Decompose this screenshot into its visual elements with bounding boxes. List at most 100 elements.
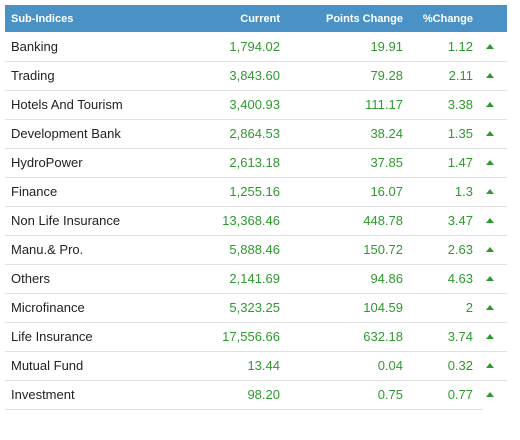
cell-current: 13,368.46 xyxy=(222,213,280,228)
table-row: Development Bank 2,864.53 38.24 1.35 xyxy=(5,119,507,148)
cell-sub-index-name: HydroPower xyxy=(11,155,83,170)
cell-sub-index-name: Hotels And Tourism xyxy=(11,97,123,112)
cell-pct-change: 4.63 xyxy=(447,271,473,286)
cell-points-change: 0.04 xyxy=(377,358,403,373)
cell-pct-change: 0.32 xyxy=(447,358,473,373)
table-row: HydroPower 2,613.18 37.85 1.47 xyxy=(5,148,507,177)
arrow-up-icon xyxy=(486,247,494,253)
cell-trend xyxy=(473,293,507,322)
cell-current: 2,613.18 xyxy=(229,155,280,170)
cell-trend xyxy=(473,148,507,177)
cell-sub-index-name: Others xyxy=(11,271,51,286)
cell-trend xyxy=(473,380,507,409)
sub-indices-table: Sub-Indices Current Points Change %Chang… xyxy=(5,5,507,409)
cell-pct-change: 0.77 xyxy=(447,387,473,403)
header-trend xyxy=(473,5,507,32)
arrow-up-icon xyxy=(486,276,494,282)
header-pct-change: %Change xyxy=(422,12,473,25)
cell-current: 13.44 xyxy=(247,358,280,373)
cell-points-change: 19.91 xyxy=(370,38,403,54)
cell-current: 2,141.69 xyxy=(229,271,280,286)
cell-current: 3,400.93 xyxy=(229,97,280,112)
cell-trend xyxy=(473,235,507,264)
cell-points-change: 38.24 xyxy=(370,126,403,141)
table-row: Non Life Insurance 13,368.46 448.78 3.47 xyxy=(5,206,507,235)
cell-current: 3,843.60 xyxy=(229,68,280,83)
arrow-up-icon xyxy=(486,305,494,311)
cell-trend xyxy=(473,264,507,293)
cell-trend xyxy=(473,322,507,351)
header-current: Current xyxy=(240,12,280,25)
cell-points-change: 150.72 xyxy=(363,242,403,257)
cell-points-change: 0.75 xyxy=(377,387,403,403)
cell-current: 5,888.46 xyxy=(229,242,280,257)
cell-points-change: 448.78 xyxy=(363,213,403,228)
header-sub-indices: Sub-Indices xyxy=(11,12,74,25)
arrow-up-icon xyxy=(486,131,494,137)
table-row: Life Insurance 17,556.66 632.18 3.74 xyxy=(5,322,507,351)
cell-current: 17,556.66 xyxy=(222,329,280,344)
cell-pct-change: 1.12 xyxy=(447,38,473,54)
cell-trend xyxy=(473,206,507,235)
cell-points-change: 111.17 xyxy=(365,97,403,112)
table-row: Mutual Fund 13.44 0.04 0.32 xyxy=(5,351,507,380)
cell-pct-change: 3.47 xyxy=(447,213,473,228)
cell-points-change: 16.07 xyxy=(370,184,403,199)
arrow-up-icon xyxy=(486,392,494,398)
cell-current: 2,864.53 xyxy=(229,126,280,141)
cell-pct-change: 2.63 xyxy=(447,242,473,257)
cell-pct-change: 1.35 xyxy=(447,126,473,141)
cell-sub-index-name: Life Insurance xyxy=(11,329,93,344)
cell-pct-change: 2.11 xyxy=(448,68,473,83)
table-row: Microfinance 5,323.25 104.59 2 xyxy=(5,293,507,322)
cell-points-change: 94.86 xyxy=(370,271,403,286)
table-row: Trading 3,843.60 79.28 2.11 xyxy=(5,61,507,90)
header-points-change: Points Change xyxy=(325,12,403,25)
arrow-up-icon xyxy=(486,218,494,224)
cell-sub-index-name: Microfinance xyxy=(11,300,85,315)
table-row: Banking 1,794.02 19.91 1.12 xyxy=(5,32,507,61)
cell-trend xyxy=(473,32,507,61)
sub-indices-table-container: Sub-Indices Current Points Change %Chang… xyxy=(5,5,507,410)
cell-sub-index-name: Non Life Insurance xyxy=(11,213,121,228)
cell-pct-change: 1.3 xyxy=(454,184,473,199)
cell-pct-change: 2 xyxy=(465,300,473,315)
cell-current: 1,255.16 xyxy=(229,184,280,199)
arrow-up-icon xyxy=(486,334,494,340)
arrow-up-icon xyxy=(486,160,494,166)
cell-sub-index-name: Finance xyxy=(11,184,58,199)
table-row: Hotels And Tourism 3,400.93 111.17 3.38 xyxy=(5,90,507,119)
table-row: Others 2,141.69 94.86 4.63 xyxy=(5,264,507,293)
cell-points-change: 79.28 xyxy=(370,68,403,83)
arrow-up-icon xyxy=(486,189,494,195)
cell-points-change: 104.59 xyxy=(363,300,403,315)
cell-points-change: 632.18 xyxy=(363,329,403,344)
table-row: Manu.& Pro. 5,888.46 150.72 2.63 xyxy=(5,235,507,264)
cell-current: 98.20 xyxy=(247,387,280,403)
cell-sub-index-name: Development Bank xyxy=(11,126,121,141)
table-body: Banking 1,794.02 19.91 1.12 Trading 3,843.60 7… xyxy=(5,32,507,409)
cell-trend xyxy=(473,177,507,206)
cell-sub-index-name: Mutual Fund xyxy=(11,358,84,373)
table-row: Investment 98.20 0.75 0.77 xyxy=(5,380,507,409)
arrow-up-icon xyxy=(486,73,494,79)
cell-sub-index-name: Banking xyxy=(11,38,58,54)
table-header-row: Sub-Indices Current Points Change %Chang… xyxy=(5,5,507,32)
cell-sub-index-name: Trading xyxy=(11,68,55,83)
cell-current: 5,323.25 xyxy=(229,300,280,315)
cell-sub-index-name: Manu.& Pro. xyxy=(11,242,84,257)
arrow-up-icon xyxy=(486,43,494,49)
cell-trend xyxy=(473,119,507,148)
arrow-up-icon xyxy=(486,363,494,369)
table-row: Finance 1,255.16 16.07 1.3 xyxy=(5,177,507,206)
cell-pct-change: 1.47 xyxy=(447,155,473,170)
cell-current: 1,794.02 xyxy=(229,38,280,54)
cell-trend xyxy=(473,61,507,90)
cell-pct-change: 3.38 xyxy=(447,97,473,112)
cell-trend xyxy=(473,90,507,119)
cell-sub-index-name: Investment xyxy=(11,387,75,403)
table-bottom-divider xyxy=(5,409,483,410)
arrow-up-icon xyxy=(486,102,494,108)
cell-pct-change: 3.74 xyxy=(447,329,473,344)
cell-trend xyxy=(473,351,507,380)
